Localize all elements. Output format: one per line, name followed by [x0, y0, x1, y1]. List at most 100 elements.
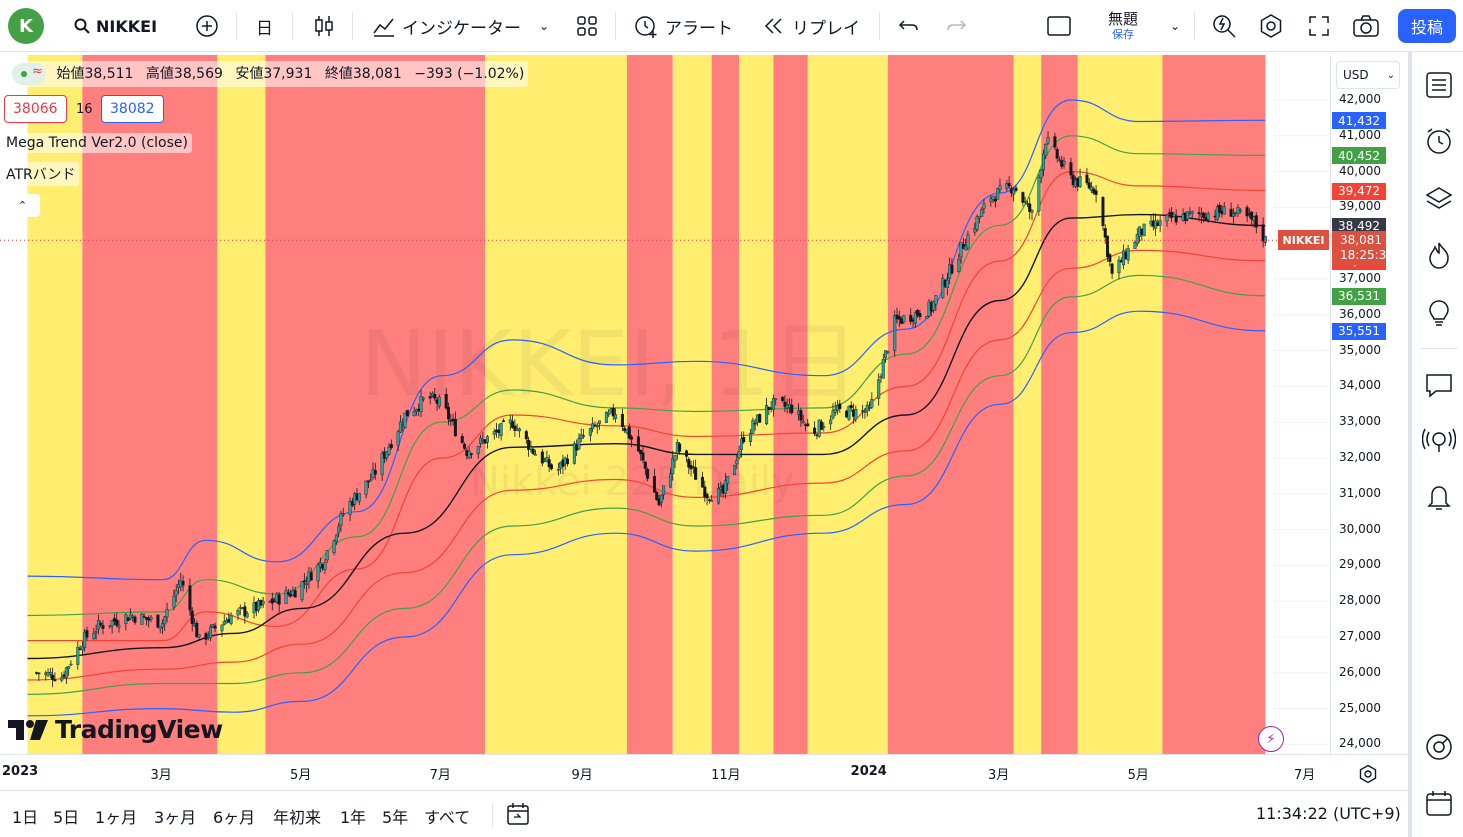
- range-1y[interactable]: 1年: [340, 808, 367, 827]
- layout-name[interactable]: 無題 保存: [1104, 0, 1142, 52]
- watchlist-button[interactable]: [1422, 68, 1456, 102]
- candle-body: [801, 421, 805, 423]
- candle-body: [1085, 174, 1089, 184]
- calendar-button[interactable]: [1422, 786, 1456, 820]
- alert-button[interactable]: アラート: [633, 0, 733, 52]
- time-axis[interactable]: 2023 3月 5月 7月 9月 11月 2024 3月 5月 7月: [0, 754, 1408, 790]
- layout-menu-chevron-down-icon[interactable]: ⌄: [1170, 19, 1181, 33]
- undo-button[interactable]: [898, 0, 920, 52]
- indicators-button[interactable]: インジケーター ⌄: [372, 0, 549, 52]
- candle-body: [323, 562, 327, 571]
- chart-type-button[interactable]: [313, 0, 335, 52]
- gear-icon: [1260, 14, 1282, 38]
- price-tick-label: 36,000: [1339, 306, 1381, 321]
- candle-body: [37, 672, 41, 675]
- settings-button[interactable]: [1258, 0, 1284, 52]
- band-price-tag: 35,551: [1332, 322, 1386, 340]
- zone-range-zone: [807, 55, 888, 754]
- alerts-panel-button[interactable]: [1422, 124, 1456, 158]
- help-button[interactable]: [1422, 730, 1456, 764]
- candle-body: [76, 646, 80, 665]
- candle-body: [1094, 190, 1098, 195]
- lightning-button[interactable]: ⚡: [1258, 726, 1284, 752]
- candle-body: [549, 464, 553, 470]
- candle-body: [547, 459, 551, 468]
- legend-indicator-megatrend[interactable]: Mega Trend Ver2.0 (close): [2, 133, 192, 153]
- lightning-icon: ⚡: [1266, 731, 1276, 747]
- range-ytd[interactable]: 年初来: [273, 808, 322, 827]
- chevron-down-icon: ⌄: [1386, 69, 1396, 81]
- high-value: 38,569: [173, 66, 223, 82]
- bid-price-button[interactable]: 38066: [4, 95, 67, 123]
- bell-icon: [1427, 486, 1451, 510]
- compare-button[interactable]: [195, 0, 219, 52]
- candle-body: [1078, 176, 1082, 187]
- tradingview-wordmark: TradingView: [55, 715, 223, 744]
- list-icon: [1426, 72, 1452, 98]
- range-1d[interactable]: 1日: [12, 808, 39, 827]
- goto-date-button[interactable]: [505, 801, 531, 831]
- ideas-button[interactable]: [1422, 296, 1456, 330]
- candle-body: [387, 446, 391, 455]
- publish-button[interactable]: 投稿: [1398, 9, 1456, 43]
- series-trend: [27, 213, 1266, 660]
- candle-body: [419, 396, 423, 413]
- candle-body: [540, 451, 544, 464]
- candle-body: [334, 534, 338, 542]
- range-all[interactable]: すべて: [424, 808, 471, 827]
- chart-canvas[interactable]: NIKKEI, 1日 Nikkei 225 Daily: [0, 55, 1330, 754]
- legend-status-dot[interactable]: ≈: [12, 63, 46, 85]
- templates-button[interactable]: [576, 0, 598, 52]
- candle-body: [694, 467, 698, 480]
- price-tick-label: 27,000: [1339, 629, 1381, 643]
- candle-body: [513, 425, 517, 431]
- symbol-search[interactable]: NIKKEI: [74, 0, 157, 52]
- streams-button[interactable]: [1422, 424, 1456, 458]
- price-tick-label: 34,000: [1339, 378, 1381, 393]
- candle-body: [453, 419, 457, 437]
- layout-button[interactable]: [1046, 0, 1072, 52]
- redo-button[interactable]: [945, 0, 967, 52]
- right-sidebar: [1408, 52, 1463, 837]
- indicators-label: インジケーター: [402, 18, 521, 39]
- candle-body: [284, 590, 288, 604]
- candle-body: [115, 619, 119, 626]
- candle-body: [1108, 254, 1112, 262]
- legend-indicator-atr[interactable]: ATRバンド: [2, 162, 80, 186]
- hotlists-button[interactable]: [1422, 238, 1456, 272]
- candle-body: [710, 500, 714, 502]
- candle-body: [813, 427, 817, 435]
- price-tick-label: 28,000: [1339, 593, 1381, 608]
- currency-select[interactable]: USD ⌄: [1336, 61, 1400, 89]
- collapse-legend-button[interactable]: ⌃: [5, 194, 40, 217]
- user-avatar[interactable]: K: [8, 8, 44, 44]
- range-5d[interactable]: 5日: [53, 808, 80, 827]
- fullscreen-button[interactable]: [1307, 0, 1331, 52]
- snapshot-button[interactable]: [1352, 0, 1380, 52]
- axis-settings-button[interactable]: [1356, 762, 1380, 786]
- range-5y[interactable]: 5年: [382, 808, 409, 827]
- undo-icon: [898, 20, 918, 31]
- range-1m[interactable]: 1ヶ月: [95, 808, 138, 827]
- chart-pane[interactable]: NIKKEI, 1日 Nikkei 225 Daily ≈ 始値38,511 高…: [0, 55, 1330, 754]
- candle-body: [723, 480, 727, 494]
- chat-button[interactable]: [1422, 368, 1456, 402]
- tradingview-logo[interactable]: TradingView: [8, 715, 223, 744]
- range-6m[interactable]: 6ヶ月: [213, 808, 256, 827]
- ask-price-button[interactable]: 38082: [101, 95, 164, 123]
- candle-body: [909, 314, 913, 322]
- range-3m[interactable]: 3ヶ月: [154, 808, 197, 827]
- candle-body: [833, 409, 837, 413]
- notifications-button[interactable]: [1422, 480, 1456, 514]
- replay-button[interactable]: リプレイ: [762, 0, 860, 52]
- candle-body: [1037, 176, 1041, 212]
- interval-button[interactable]: 日: [256, 18, 273, 39]
- object-tree-button[interactable]: [1422, 182, 1456, 216]
- price-tick-label: 35,000: [1339, 342, 1381, 357]
- candle-body: [405, 409, 409, 417]
- clock-timezone[interactable]: 11:34:22 (UTC+9): [1256, 804, 1401, 823]
- price-axis[interactable]: USD ⌄ 42,00041,00040,00039,00038,00037,0…: [1330, 55, 1408, 754]
- divider: [236, 12, 237, 40]
- quick-search-button[interactable]: [1211, 0, 1237, 52]
- layers-icon: [1425, 187, 1453, 209]
